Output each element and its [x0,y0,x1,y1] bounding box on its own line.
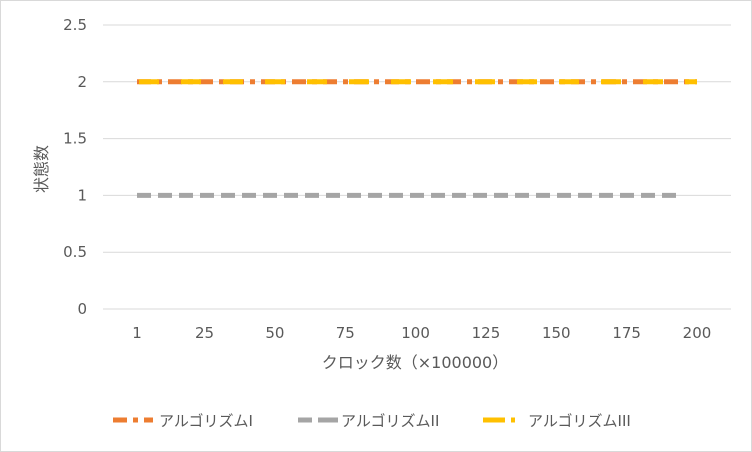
x-tick-label: 75 [336,324,355,342]
x-tick-label: 25 [195,324,214,342]
y-tick-labels: 0 0.5 1 1.5 2 2.5 [63,16,87,318]
x-tick-label: 100 [401,324,430,342]
x-tick-label: 200 [683,324,712,342]
x-tick-label: 175 [612,324,641,342]
x-tick-labels: 1 25 50 75 100 125 150 175 200 [132,324,711,342]
x-axis-title: クロック数（×100000） [322,353,509,372]
y-tick-label: 0 [77,300,87,318]
y-tick-label: 2.5 [63,16,87,34]
y-tick-label: 1.5 [63,130,87,148]
series-lines [137,79,697,198]
x-tick-label: 125 [472,324,501,342]
legend-label-3: アルゴリズムIII [528,412,631,430]
x-tick-label: 1 [132,324,142,342]
legend-label-2: アルゴリズムII [341,412,439,430]
x-tick-label: 50 [265,324,284,342]
y-tick-label: 2 [77,73,87,91]
legend: アルゴリズムI アルゴリズムII アルゴリズムIII [113,412,631,430]
legend-label-1: アルゴリズムI [159,412,253,430]
y-tick-label: 0.5 [63,243,87,261]
gridlines [103,24,731,310]
y-tick-label: 1 [77,186,87,204]
x-tick-label: 150 [542,324,571,342]
y-axis-title: 状態数 [32,145,51,193]
